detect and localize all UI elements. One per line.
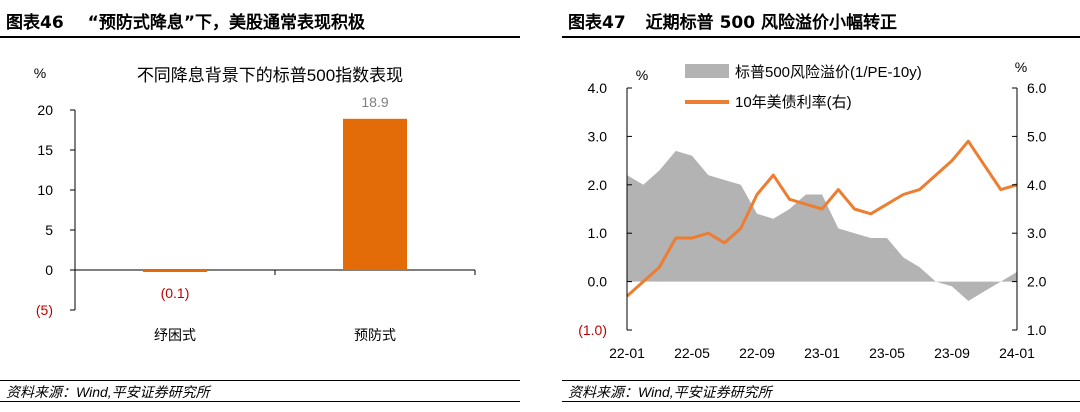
category-label: 预防式 [354, 327, 396, 343]
y-tick-label: 20 [37, 102, 53, 118]
source-note: 资料来源：Wind,平安证券研究所 [0, 380, 520, 402]
y-tick-label: 5 [45, 222, 53, 238]
y-tick-label-left: (1.0) [578, 322, 607, 338]
data-label: (0.1) [161, 285, 190, 301]
x-tick-label: 22-09 [739, 345, 775, 361]
line-series-10y-yield [626, 139, 1018, 298]
chart-title: 不同降息背景下的标普500指数表现 [137, 66, 403, 85]
data-label: 18.9 [361, 94, 388, 110]
y-tick-label: 15 [37, 142, 53, 158]
bar [343, 118, 407, 270]
y-tick-label-left: 0.0 [588, 274, 608, 290]
y-tick-label: 0 [45, 262, 53, 278]
y-unit-label-right: % [1015, 59, 1027, 75]
y-tick-label: 10 [37, 182, 53, 198]
y-tick-label-left: 3.0 [588, 128, 608, 144]
y-tick-label: (5) [36, 302, 53, 318]
y-tick-label-right: 2.0 [1027, 274, 1047, 290]
panel-title: 图表47 近期标普 500 风险溢价小幅转正 [562, 10, 1080, 38]
source-note: 资料来源：Wind,平安证券研究所 [562, 380, 1080, 402]
x-tick-label: 23-09 [934, 345, 970, 361]
panel-title: 图表46 “预防式降息”下，美股通常表现积极 [0, 10, 520, 38]
y-tick-label-left: 2.0 [588, 177, 608, 193]
area-series-risk-premium [627, 150, 1017, 301]
y-unit-label-left: % [636, 67, 648, 83]
y-unit-label: % [34, 65, 46, 81]
legend-swatch-area [685, 64, 729, 78]
dual-axis-chart: 标普500风险溢价(1/PE-10y) 10年美债利率(右)% % 4.0 3.0 2.0… [578, 59, 1047, 361]
figure-title: 近期标普 500 风险溢价小幅转正 [645, 13, 897, 33]
x-tick-label: 22-01 [609, 345, 645, 361]
x-tick-label: 24-01 [999, 345, 1035, 361]
bar [143, 270, 207, 272]
category-label: 纾困式 [154, 327, 196, 343]
y-tick-label-right: 5.0 [1027, 128, 1047, 144]
y-tick-label-right: 3.0 [1027, 225, 1047, 241]
y-tick-label-left: 1.0 [588, 225, 608, 241]
x-tick-label: 23-01 [804, 345, 840, 361]
figure-label: 图表47 [568, 13, 626, 33]
x-tick-label: 22-05 [674, 345, 710, 361]
y-tick-label-left: 4.0 [588, 80, 608, 96]
figure-label: 图表46 [6, 13, 64, 33]
y-tick-label-right: 1.0 [1027, 322, 1047, 338]
chart-panel-right: 图表47 近期标普 500 风险溢价小幅转正 标普500风险溢价(1/PE-10y… [562, 0, 1080, 412]
x-tick-label: 23-05 [869, 345, 905, 361]
bar-chart: 不同降息背景下的标普500指数表现% 20 15 10 5 0 (5) (0.1) 纾困式 18.… [34, 65, 476, 343]
y-tick-label-right: 6.0 [1027, 80, 1047, 96]
y-tick-label-right: 4.0 [1027, 177, 1047, 193]
chart-panel-left: 图表46 “预防式降息”下，美股通常表现积极 不同降息背景下的标普500指数表现%… [0, 0, 520, 412]
figure-title: “预防式降息”下，美股通常表现积极 [87, 13, 366, 33]
legend-label: 10年美债利率(右) [735, 94, 852, 111]
legend-label: 标普500风险溢价(1/PE-10y) [735, 64, 922, 81]
